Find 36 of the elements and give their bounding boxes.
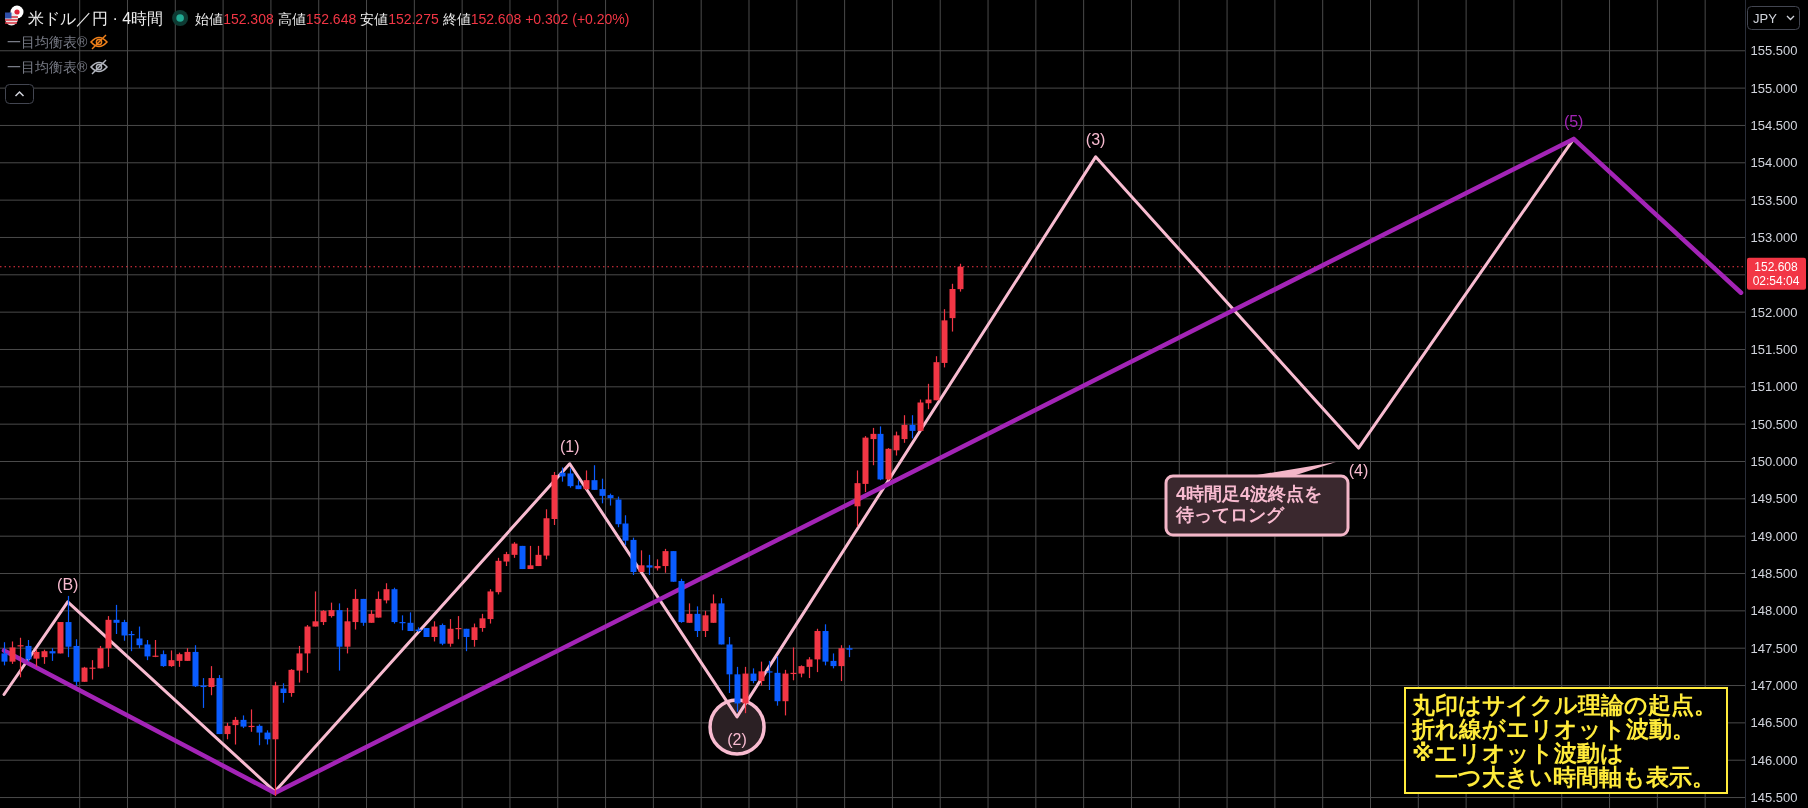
y-tick-label: 148.500: [1750, 566, 1798, 582]
y-tick-label: 150.000: [1750, 454, 1798, 469]
y-tick-label: 152.000: [1750, 304, 1798, 320]
text: 米ドル／円 · 4時間: [28, 10, 164, 27]
annotation: 4時間足4波終点を待ってロング: [1175, 484, 1323, 525]
text: 始値152.308 高値152.648 安値152.275 終値152.608 +0.302 (+0.20%): [195, 11, 630, 27]
note: 丸印はサイクル理論の起点。折れ線がエリオット波動。※エリオット波動は一つ大きい時間軸も表示。: [1404, 687, 1728, 794]
wave-label: (4): [1348, 462, 1369, 480]
y-tick-label: 151.000: [1750, 379, 1798, 395]
callout: 4時間足4波終点を待ってロング: [1164, 462, 1350, 537]
currency-select-button: JPY: [1747, 6, 1800, 30]
y-tick-label: 154.000: [1750, 155, 1798, 171]
wave-label: (1): [559, 437, 580, 455]
y-tick-label: 153.000: [1750, 229, 1798, 245]
y-tick-label: 147.500: [1750, 640, 1798, 656]
y-tick-label: 155.000: [1750, 80, 1798, 96]
text: 02:54:04: [1752, 273, 1800, 288]
y-tick-label: 147.000: [1750, 678, 1798, 694]
y-tick-label: 148.000: [1750, 603, 1798, 619]
y-tick-label: 145.500: [1750, 790, 1798, 806]
wave-label: (2): [727, 730, 747, 748]
wave-label: (B): [57, 575, 79, 593]
y-tick-label: 153.500: [1750, 192, 1798, 208]
y-tick-label: 146.500: [1750, 715, 1798, 731]
ref-line-label: 152.608: [1754, 259, 1799, 274]
wave-label: (5): [1563, 112, 1584, 130]
y-tick-label: 151.500: [1750, 341, 1798, 357]
y-tick-label: 155.500: [1750, 43, 1798, 59]
y-tick-label: 146.000: [1750, 752, 1798, 768]
wave-label: (3): [1085, 130, 1106, 148]
y-tick-label: 149.500: [1750, 491, 1798, 507]
y-tick-label: 149.000: [1750, 528, 1798, 544]
y-tick-label: 154.500: [1750, 117, 1798, 133]
annotation: 一目均衡表®: [7, 59, 88, 75]
annotation: 一目均衡表®: [7, 34, 88, 50]
y-tick-label: 150.500: [1750, 416, 1798, 432]
